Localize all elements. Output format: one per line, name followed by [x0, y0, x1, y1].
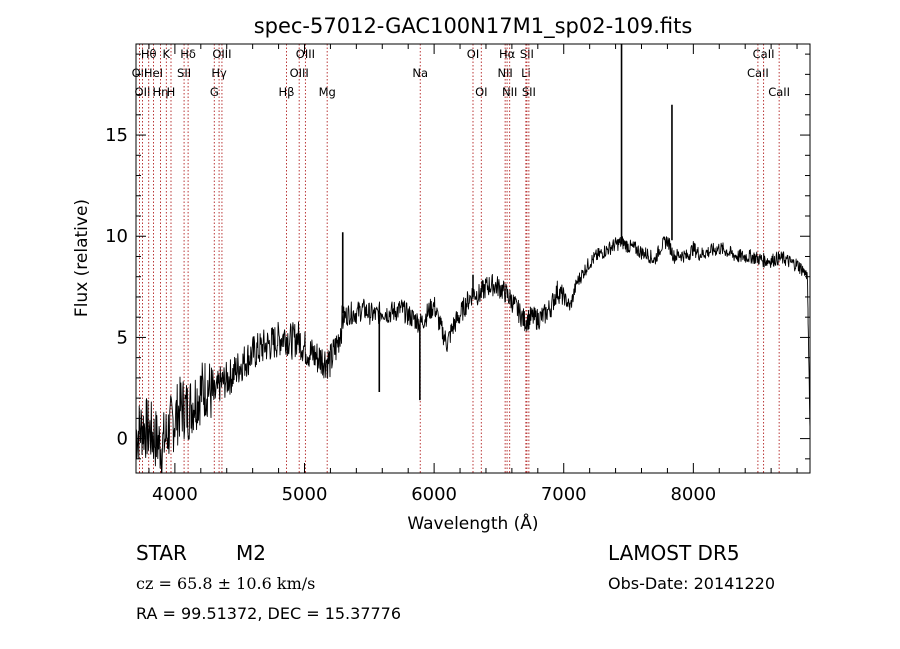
x-tick-label-0: 4000 — [152, 484, 198, 505]
line-marker-label-7: SII — [177, 66, 191, 80]
line-marker-label-3: HeI — [144, 66, 163, 80]
line-marker-label-21: NII — [502, 85, 517, 99]
line-marker-label-19: NII — [497, 66, 512, 80]
line-marker-label-24: SII — [522, 85, 536, 99]
redshift-velocity: cz = 65.8 ± 10.6 km/s — [136, 574, 316, 593]
line-marker-label-5: K — [163, 47, 171, 61]
line-marker-label-27: CaII — [768, 85, 790, 99]
y-tick-label-3: 15 — [105, 125, 128, 146]
line-marker-label-1: OII — [135, 85, 151, 99]
y-axis-label: Flux (relative) — [72, 199, 92, 317]
spectrum-series — [135, 44, 811, 474]
sky-coordinates: RA = 99.51372, DEC = 15.37776 — [136, 604, 402, 623]
y-tick-label-0: 0 — [117, 429, 128, 450]
line-marker-label-8: Hδ — [180, 47, 196, 61]
x-tick-label-1: 5000 — [282, 484, 328, 505]
line-marker-label-20: Hα — [499, 47, 516, 61]
line-marker-label-10: Hγ — [211, 66, 227, 80]
survey-name: LAMOST DR5 — [608, 541, 740, 565]
axis-ticks: 4000 5000 6000 7000 8000 0 5 10 15 — [105, 44, 810, 505]
object-class: STAR — [136, 541, 187, 565]
line-marker-label-11: OIII — [212, 47, 231, 61]
spectrum-line — [135, 236, 811, 474]
object-subclass: M2 — [236, 541, 266, 565]
line-marker-label-12: Hβ — [278, 85, 294, 99]
line-marker-label-17: OI — [467, 47, 479, 61]
line-marker-label-6: H — [167, 85, 176, 99]
line-marker-label-4: Hη — [153, 85, 169, 99]
line-marker-label-18: OI — [475, 85, 487, 99]
line-marker-label-13: OIII — [290, 66, 309, 80]
x-axis-label: Wavelength (Å) — [407, 512, 538, 534]
x-tick-label-2: 6000 — [411, 484, 457, 505]
emission-line-markers: OIIOIIHθHeIHηKHSIIHδGHγOIIIHβOIIIOIIIMgN… — [132, 44, 790, 473]
plot-frame — [135, 43, 811, 474]
line-marker-label-25: CaII — [747, 66, 769, 80]
line-marker-label-9: G — [210, 85, 219, 99]
y-tick-label-2: 10 — [105, 226, 128, 247]
y-tick-label-1: 5 — [117, 327, 128, 348]
line-marker-label-16: Na — [412, 66, 428, 80]
x-tick-label-4: 8000 — [670, 484, 716, 505]
line-marker-label-23: SII — [520, 47, 534, 61]
observation-date: Obs-Date: 20141220 — [608, 574, 776, 593]
line-marker-label-26: CaII — [753, 47, 775, 61]
line-marker-label-22: Li — [521, 66, 531, 80]
x-tick-label-3: 7000 — [541, 484, 587, 505]
line-marker-label-15: Mg — [319, 85, 336, 99]
line-marker-label-2: Hθ — [141, 47, 157, 61]
chart-title: spec-57012-GAC100N17M1_sp02-109.fits — [254, 14, 693, 39]
line-marker-label-14: OIII — [296, 47, 315, 61]
